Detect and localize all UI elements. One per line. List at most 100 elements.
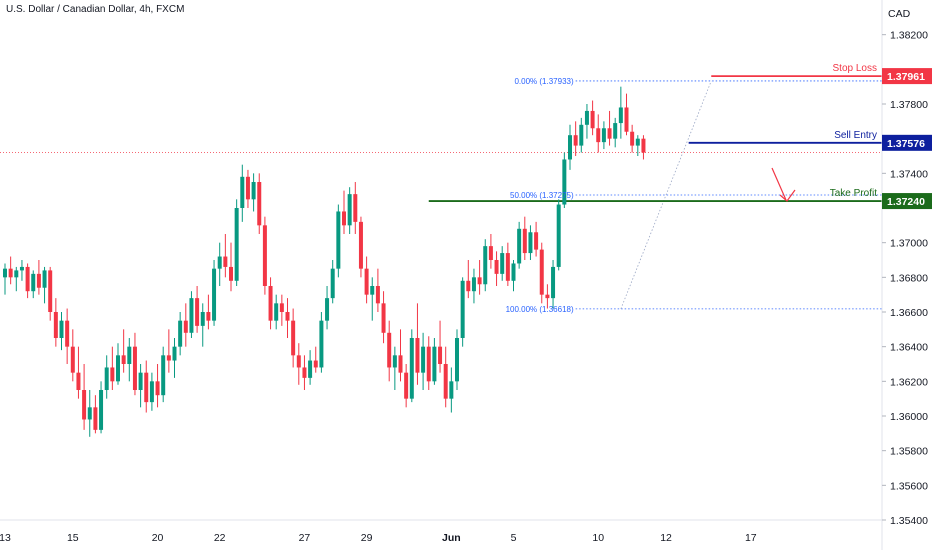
candle[interactable]: [279, 294, 284, 326]
candle-body[interactable]: [296, 355, 301, 368]
candle-body[interactable]: [545, 294, 550, 299]
candle-body[interactable]: [381, 303, 386, 333]
candle-body[interactable]: [449, 381, 454, 399]
candle-body[interactable]: [579, 124, 584, 146]
candles[interactable]: [3, 86, 646, 437]
candle-body[interactable]: [178, 320, 183, 347]
candle[interactable]: [573, 121, 578, 156]
candle-body[interactable]: [25, 266, 30, 292]
candle-body[interactable]: [438, 346, 443, 364]
candle[interactable]: [449, 367, 454, 413]
candle[interactable]: [568, 124, 572, 170]
candle[interactable]: [500, 246, 505, 281]
candle[interactable]: [387, 320, 392, 382]
candle-body[interactable]: [195, 298, 200, 326]
candle[interactable]: [584, 104, 589, 139]
candle-body[interactable]: [432, 346, 437, 382]
candle[interactable]: [76, 346, 81, 399]
candle[interactable]: [398, 329, 403, 382]
candle[interactable]: [438, 320, 443, 373]
candle[interactable]: [370, 277, 375, 321]
candle-body[interactable]: [483, 246, 488, 285]
candle-body[interactable]: [3, 268, 7, 278]
candle-body[interactable]: [415, 338, 420, 373]
candle[interactable]: [36, 260, 41, 295]
candle-body[interactable]: [336, 211, 341, 269]
candle[interactable]: [579, 117, 584, 153]
candle[interactable]: [483, 239, 488, 292]
candle-body[interactable]: [426, 346, 431, 382]
candle-body[interactable]: [596, 128, 601, 143]
candle-body[interactable]: [613, 123, 618, 139]
candle[interactable]: [443, 346, 448, 408]
candle-body[interactable]: [251, 182, 256, 200]
candle-body[interactable]: [19, 266, 24, 271]
candle-body[interactable]: [522, 228, 527, 254]
candle-body[interactable]: [511, 263, 516, 281]
candle-body[interactable]: [607, 128, 612, 139]
candle-body[interactable]: [387, 332, 392, 368]
candle[interactable]: [14, 266, 19, 292]
candle[interactable]: [291, 308, 296, 368]
candle[interactable]: [342, 190, 346, 234]
candle-body[interactable]: [14, 270, 19, 278]
candle-body[interactable]: [53, 312, 58, 338]
candle[interactable]: [87, 390, 92, 437]
candle-body[interactable]: [189, 298, 194, 333]
candle[interactable]: [551, 260, 556, 309]
candle-body[interactable]: [87, 407, 92, 420]
candle-body[interactable]: [99, 390, 104, 430]
candle[interactable]: [460, 277, 465, 347]
candle[interactable]: [477, 260, 482, 295]
candle[interactable]: [121, 329, 126, 373]
candle[interactable]: [330, 260, 335, 304]
candle[interactable]: [381, 291, 386, 344]
candle-body[interactable]: [370, 286, 375, 295]
candle-body[interactable]: [65, 320, 70, 347]
candle-body[interactable]: [229, 266, 233, 281]
candle-body[interactable]: [212, 268, 217, 321]
candle[interactable]: [635, 135, 640, 156]
candle[interactable]: [183, 303, 188, 347]
candle[interactable]: [539, 242, 544, 304]
candle-body[interactable]: [568, 135, 572, 160]
candle[interactable]: [313, 346, 318, 373]
candle-body[interactable]: [618, 107, 623, 124]
candle-body[interactable]: [551, 266, 556, 299]
candle[interactable]: [195, 286, 200, 333]
candle-body[interactable]: [48, 270, 53, 312]
candle-body[interactable]: [161, 355, 166, 396]
candle[interactable]: [534, 221, 539, 257]
candle[interactable]: [262, 216, 267, 295]
candle[interactable]: [48, 266, 53, 321]
candle[interactable]: [325, 286, 330, 330]
candle-body[interactable]: [262, 225, 267, 286]
candle-body[interactable]: [274, 303, 279, 321]
candle-body[interactable]: [353, 194, 358, 222]
candle-body[interactable]: [404, 372, 409, 399]
candle-body[interactable]: [127, 346, 132, 364]
candle[interactable]: [392, 346, 397, 390]
candle[interactable]: [161, 346, 166, 403]
candle-body[interactable]: [8, 268, 13, 278]
candle-body[interactable]: [630, 131, 635, 146]
candle[interactable]: [466, 260, 471, 299]
candle-body[interactable]: [110, 367, 115, 382]
candle-body[interactable]: [166, 355, 171, 361]
candle-body[interactable]: [104, 367, 109, 390]
candle-body[interactable]: [471, 277, 476, 292]
candle[interactable]: [110, 346, 115, 390]
candle-body[interactable]: [517, 228, 522, 264]
candle[interactable]: [274, 294, 279, 330]
candle[interactable]: [624, 93, 629, 136]
candle[interactable]: [132, 332, 137, 396]
candle[interactable]: [31, 270, 36, 299]
candle[interactable]: [229, 242, 233, 292]
candle-body[interactable]: [364, 268, 369, 295]
candle-body[interactable]: [330, 268, 335, 299]
candle[interactable]: [347, 187, 352, 234]
candle-body[interactable]: [443, 364, 448, 399]
candle-body[interactable]: [200, 312, 205, 326]
candle-body[interactable]: [590, 110, 595, 129]
